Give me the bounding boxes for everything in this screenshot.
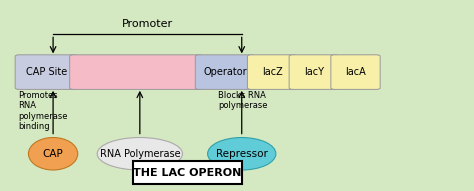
FancyBboxPatch shape (289, 55, 338, 89)
FancyBboxPatch shape (70, 55, 203, 89)
Text: Promoter: Promoter (122, 19, 173, 29)
Text: CAP: CAP (43, 149, 64, 159)
Text: Operator: Operator (203, 67, 247, 77)
Text: RNA Polymerase: RNA Polymerase (100, 149, 180, 159)
Ellipse shape (97, 138, 182, 170)
FancyBboxPatch shape (195, 55, 255, 89)
Text: lacZ: lacZ (262, 67, 283, 77)
Ellipse shape (208, 138, 276, 170)
FancyBboxPatch shape (15, 55, 77, 89)
Text: CAP Site: CAP Site (26, 67, 67, 77)
FancyBboxPatch shape (247, 55, 297, 89)
FancyBboxPatch shape (133, 161, 242, 184)
FancyBboxPatch shape (331, 55, 380, 89)
Text: THE LAC OPERON: THE LAC OPERON (133, 168, 241, 178)
Text: Blocks RNA
polymerase: Blocks RNA polymerase (218, 91, 267, 110)
Ellipse shape (28, 138, 78, 170)
Text: lacA: lacA (345, 67, 366, 77)
Text: lacY: lacY (304, 67, 324, 77)
Text: Repressor: Repressor (216, 149, 268, 159)
Text: Promotes
RNA
polymerase
binding: Promotes RNA polymerase binding (18, 91, 67, 131)
